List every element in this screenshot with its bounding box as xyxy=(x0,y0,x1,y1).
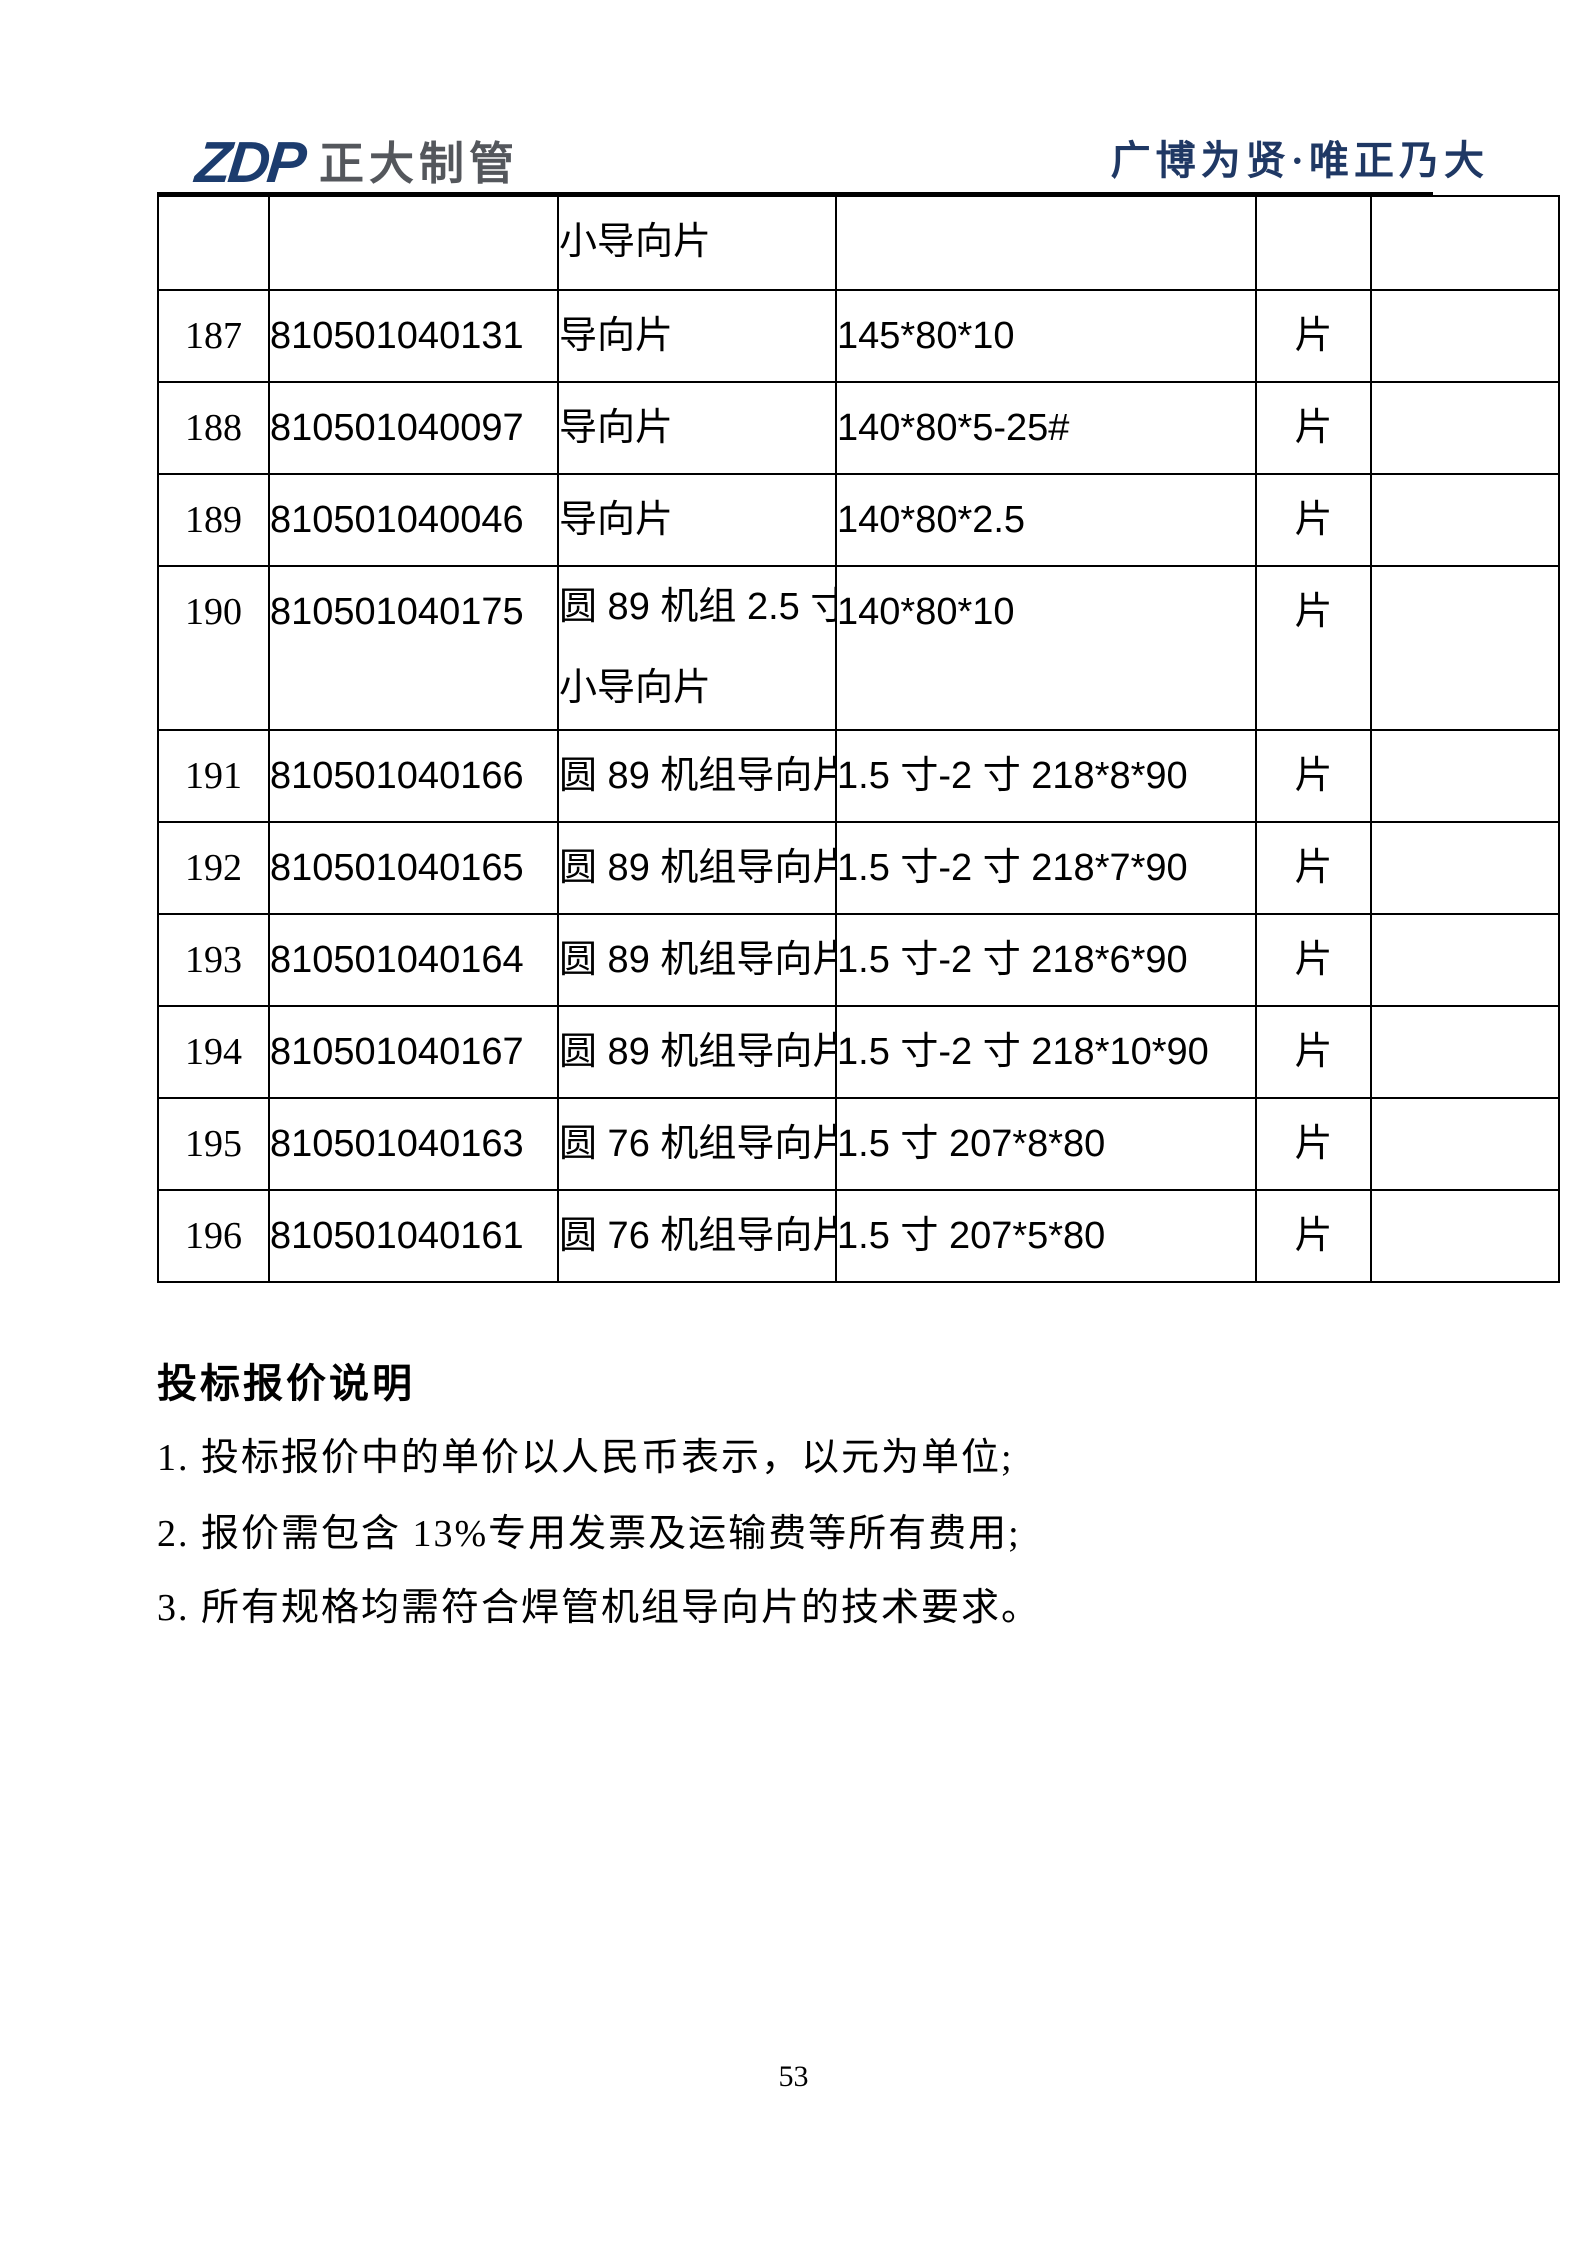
name-cell: 圆 89 机组导向片 xyxy=(557,821,837,915)
row-number-cell: 189 xyxy=(157,473,270,567)
row-number-cell xyxy=(157,195,270,291)
spec-cell: 140*80*10 xyxy=(835,565,1257,731)
spec-cell: 140*80*5-25# xyxy=(835,381,1257,475)
table-row-190: 190 810501040175 圆 89 机组 2.5 寸 小导向片 140*… xyxy=(157,565,1560,731)
table-row-192: 192 810501040165 圆 89 机组导向片 1.5 寸-2 寸 21… xyxy=(157,821,1560,915)
empty-cell xyxy=(1370,289,1560,383)
name-cell: 圆 89 机组导向片 xyxy=(557,913,837,1007)
company-logo: ZDP 正大制管 xyxy=(192,130,520,195)
unit-cell: 片 xyxy=(1255,381,1372,475)
empty-cell xyxy=(1370,473,1560,567)
spec-cell xyxy=(835,195,1257,291)
name-cell: 圆 89 机组导向片 xyxy=(557,1005,837,1099)
unit-cell: 片 xyxy=(1255,1005,1372,1099)
spec-cell: 1.5 寸-2 寸 218*6*90 xyxy=(835,913,1257,1007)
code-cell: 810501040163 xyxy=(268,1097,559,1191)
spec-cell: 1.5 寸 207*8*80 xyxy=(835,1097,1257,1191)
unit-cell: 片 xyxy=(1255,473,1372,567)
empty-cell xyxy=(1370,1097,1560,1191)
unit-cell: 片 xyxy=(1255,289,1372,383)
name-cell: 圆 76 机组导向片 xyxy=(557,1097,837,1191)
row-number-cell: 190 xyxy=(157,565,270,731)
name-cell: 圆 89 机组导向片 xyxy=(557,729,837,823)
code-cell: 810501040175 xyxy=(268,565,559,731)
note-item-2: 2. 报价需包含 13%专用发票及运输费等所有费用; xyxy=(157,1513,1021,1555)
name-line-2: 小导向片 xyxy=(559,667,712,709)
name-cell: 圆 89 机组 2.5 寸 小导向片 xyxy=(557,565,837,731)
unit-cell: 片 xyxy=(1255,565,1372,731)
header-rule xyxy=(157,192,1433,197)
empty-cell xyxy=(1370,1005,1560,1099)
spec-cell: 1.5 寸 207*5*80 xyxy=(835,1189,1257,1283)
name-cell: 圆 76 机组导向片 xyxy=(557,1189,837,1283)
empty-cell xyxy=(1370,729,1560,823)
empty-cell xyxy=(1370,821,1560,915)
unit-cell: 片 xyxy=(1255,729,1372,823)
table-row-191: 191 810501040166 圆 89 机组导向片 1.5 寸-2 寸 21… xyxy=(157,729,1560,823)
name-cell: 小导向片 xyxy=(557,195,837,291)
empty-cell xyxy=(1370,913,1560,1007)
row-number-cell: 193 xyxy=(157,913,270,1007)
code-cell: 810501040167 xyxy=(268,1005,559,1099)
code-cell: 810501040165 xyxy=(268,821,559,915)
table-row-193: 193 810501040164 圆 89 机组导向片 1.5 寸-2 寸 21… xyxy=(157,913,1560,1007)
row-number-cell: 191 xyxy=(157,729,270,823)
empty-cell xyxy=(1370,565,1560,731)
table-row-189: 189 810501040046 导向片 140*80*2.5 片 xyxy=(157,473,1560,567)
table-row-187: 187 810501040131 导向片 145*80*10 片 xyxy=(157,289,1560,383)
spec-cell: 1.5 寸-2 寸 218*7*90 xyxy=(835,821,1257,915)
unit-cell: 片 xyxy=(1255,821,1372,915)
empty-cell xyxy=(1370,1189,1560,1283)
header-slogan: 广博为贤·唯正乃大 xyxy=(1110,138,1489,183)
code-cell: 810501040161 xyxy=(268,1189,559,1283)
code-cell: 810501040046 xyxy=(268,473,559,567)
row-number-cell: 195 xyxy=(157,1097,270,1191)
code-cell: 810501040097 xyxy=(268,381,559,475)
unit-cell: 片 xyxy=(1255,913,1372,1007)
unit-cell: 片 xyxy=(1255,1097,1372,1191)
empty-cell xyxy=(1370,195,1560,291)
notes-heading: 投标报价说明 xyxy=(157,1361,415,1406)
code-cell xyxy=(268,195,559,291)
table-row-continuation: 小导向片 xyxy=(157,195,1560,291)
code-cell: 810501040131 xyxy=(268,289,559,383)
logo-company-name: 正大制管 xyxy=(319,137,520,189)
unit-cell xyxy=(1255,195,1372,291)
table-row-188: 188 810501040097 导向片 140*80*5-25# 片 xyxy=(157,381,1560,475)
items-table: 小导向片 187 810501040131 导向片 145*80*10 片 18… xyxy=(157,195,1560,1283)
row-number-cell: 187 xyxy=(157,289,270,383)
name-cell: 导向片 xyxy=(557,381,837,475)
code-cell: 810501040166 xyxy=(268,729,559,823)
table-row-195: 195 810501040163 圆 76 机组导向片 1.5 寸 207*8*… xyxy=(157,1097,1560,1191)
row-number-cell: 194 xyxy=(157,1005,270,1099)
code-cell: 810501040164 xyxy=(268,913,559,1007)
spec-cell: 1.5 寸-2 寸 218*8*90 xyxy=(835,729,1257,823)
name-line-1: 圆 89 机组 2.5 寸 xyxy=(559,586,836,628)
note-item-3: 3. 所有规格均需符合焊管机组导向片的技术要求。 xyxy=(157,1587,1042,1629)
row-number-cell: 192 xyxy=(157,821,270,915)
name-cell: 导向片 xyxy=(557,473,837,567)
name-cell: 导向片 xyxy=(557,289,837,383)
page-number: 53 xyxy=(778,2060,809,2093)
spec-cell: 1.5 寸-2 寸 218*10*90 xyxy=(835,1005,1257,1099)
spec-cell: 145*80*10 xyxy=(835,289,1257,383)
logo-zdp-mark: ZDP xyxy=(192,130,307,195)
note-item-1: 1. 投标报价中的单价以人民币表示，以元为单位; xyxy=(157,1437,1014,1479)
unit-cell: 片 xyxy=(1255,1189,1372,1283)
spec-cell: 140*80*2.5 xyxy=(835,473,1257,567)
empty-cell xyxy=(1370,381,1560,475)
row-number-cell: 188 xyxy=(157,381,270,475)
row-number-cell: 196 xyxy=(157,1189,270,1283)
table-row-196: 196 810501040161 圆 76 机组导向片 1.5 寸 207*5*… xyxy=(157,1189,1560,1283)
table-row-194: 194 810501040167 圆 89 机组导向片 1.5 寸-2 寸 21… xyxy=(157,1005,1560,1099)
